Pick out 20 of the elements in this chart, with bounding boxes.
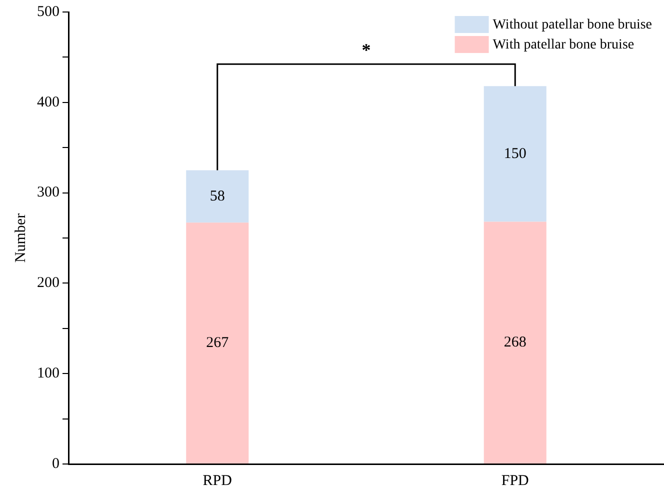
bar <box>186 222 249 464</box>
y-tick-label: 400 <box>37 94 60 110</box>
data-label: 267 <box>206 335 230 352</box>
legend-label: With patellar bone bruise <box>492 38 634 53</box>
legend-label: Without patellar bone bruise <box>492 18 652 33</box>
annotation: * <box>362 40 371 60</box>
x-tick-label: RPD <box>202 472 232 489</box>
x-tick-label: FPD <box>501 472 530 489</box>
data-label: 150 <box>504 146 526 162</box>
y-tick-label: 300 <box>37 184 60 201</box>
data-label: 58 <box>210 188 225 204</box>
bar <box>484 222 546 464</box>
y-tick-label: 200 <box>37 275 60 292</box>
bar <box>186 170 249 223</box>
y-tick-label: 0 <box>52 456 60 472</box>
y-axis-title: Number <box>12 213 29 263</box>
y-tick-label: 500 <box>37 4 60 20</box>
bar <box>484 86 546 222</box>
data-label: 268 <box>504 334 526 351</box>
y-tick-label: 100 <box>37 366 60 382</box>
